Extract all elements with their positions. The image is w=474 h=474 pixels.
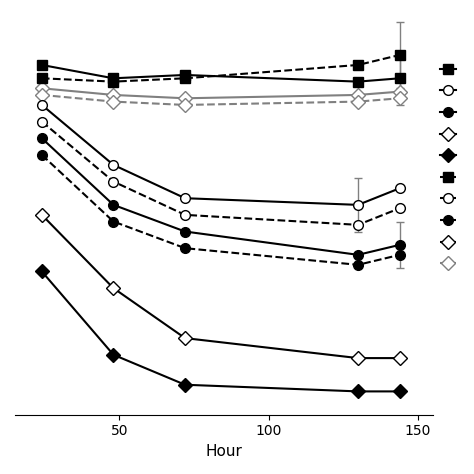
X-axis label: Hour: Hour — [205, 444, 242, 459]
Legend: , , , , , , , , , : , , , , , , , , , — [439, 63, 459, 271]
